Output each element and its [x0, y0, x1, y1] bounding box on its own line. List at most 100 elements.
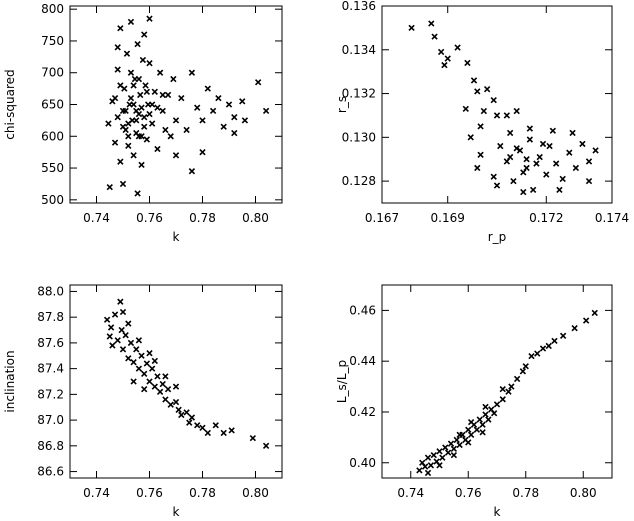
data-point	[572, 164, 580, 172]
y-tick-label: 0.132	[342, 87, 376, 101]
data-point	[162, 126, 169, 134]
data-point	[536, 153, 543, 161]
x-tick-label: 0.80	[570, 486, 597, 500]
data-point	[571, 325, 578, 332]
data-point	[125, 133, 132, 140]
data-point	[490, 173, 497, 180]
y-tick-label: 0.134	[342, 43, 376, 57]
y-tick-label: 87.2	[37, 387, 64, 401]
data-point	[154, 104, 161, 111]
y-tick-label: 0.40	[349, 456, 376, 470]
x-tick-label: 0.167	[365, 211, 399, 225]
data-point	[162, 373, 169, 380]
data-point	[503, 112, 511, 119]
data-point	[569, 129, 576, 137]
data-point	[135, 365, 143, 372]
data-point	[148, 101, 156, 108]
y-tick-label: 550	[41, 161, 64, 175]
data-point	[122, 107, 129, 115]
data-point	[137, 91, 144, 99]
x-tick-label: 0.169	[431, 211, 465, 225]
data-point	[135, 110, 143, 118]
data-point	[172, 117, 180, 124]
data-point	[506, 129, 514, 137]
data-point	[117, 158, 124, 165]
data-point	[490, 96, 497, 104]
data-point	[497, 142, 504, 150]
plot-frame	[381, 5, 613, 204]
data-point	[141, 386, 148, 393]
data-point	[172, 152, 180, 159]
data-point	[172, 398, 180, 406]
data-point	[522, 363, 529, 370]
data-point	[142, 82, 149, 89]
y-tick-label: 750	[41, 34, 64, 48]
y-tick-label: 87.8	[37, 310, 64, 324]
data-point	[474, 164, 481, 172]
data-point	[559, 332, 567, 339]
data-point	[151, 88, 158, 95]
data-point	[545, 342, 552, 350]
data-point	[493, 182, 501, 189]
data-point	[499, 385, 506, 393]
data-point	[146, 350, 153, 357]
data-point	[543, 171, 550, 178]
data-point	[133, 117, 140, 124]
data-point	[444, 449, 452, 456]
data-point	[450, 445, 458, 452]
data-point	[204, 429, 211, 437]
data-point	[188, 168, 196, 175]
data-point	[456, 441, 463, 449]
data-point	[582, 317, 590, 324]
data-point	[447, 440, 455, 447]
data-point	[139, 56, 147, 64]
y-tick-label: 800	[41, 2, 64, 16]
data-point	[164, 91, 172, 99]
data-point	[146, 110, 153, 118]
data-point	[117, 82, 124, 89]
data-point	[170, 75, 177, 83]
data-point	[505, 388, 512, 395]
data-point	[148, 365, 156, 372]
data-point	[141, 114, 148, 121]
data-point	[526, 125, 534, 132]
data-point	[143, 88, 151, 95]
scatter-panel-3: 0.74 0.76 0.78 0.80 86.6 86.8 87.0 87.2 87.4 87.6…	[3, 284, 283, 519]
data-point	[483, 86, 491, 93]
data-point	[103, 316, 111, 323]
data-point	[480, 107, 488, 115]
data-point	[529, 186, 537, 194]
data-point	[138, 161, 145, 169]
data-point	[585, 177, 593, 185]
data-point	[442, 444, 449, 451]
data-point	[111, 94, 119, 102]
data-point	[454, 44, 461, 51]
scatter-panel-4: 0.74 0.76 0.78 0.80 0.40 0.42 0.44 0.46 k L_s/L_p	[335, 284, 613, 519]
data-point	[539, 140, 547, 148]
data-point	[552, 160, 560, 167]
data-point	[199, 424, 206, 431]
data-point	[146, 60, 153, 67]
data-point	[453, 436, 460, 444]
data-point	[194, 422, 201, 429]
x-tick-label: 0.76	[136, 211, 163, 225]
y-tick-label: 0.130	[342, 130, 376, 144]
data-point	[416, 467, 423, 474]
data-point	[178, 94, 185, 102]
data-point	[146, 15, 153, 22]
data-point	[528, 352, 535, 360]
x-tick-label: 0.172	[529, 211, 563, 225]
data-point	[199, 148, 206, 156]
data-point	[465, 426, 472, 433]
data-point	[183, 409, 190, 416]
x-tick-label: 0.80	[242, 211, 269, 225]
data-point	[520, 188, 527, 196]
data-point	[220, 429, 227, 437]
y-tick-label: 86.8	[37, 439, 64, 453]
data-point	[134, 190, 141, 197]
data-point	[431, 33, 438, 40]
data-point	[134, 40, 141, 48]
data-point	[130, 359, 137, 366]
data-point	[506, 153, 514, 161]
data-point	[125, 142, 132, 149]
